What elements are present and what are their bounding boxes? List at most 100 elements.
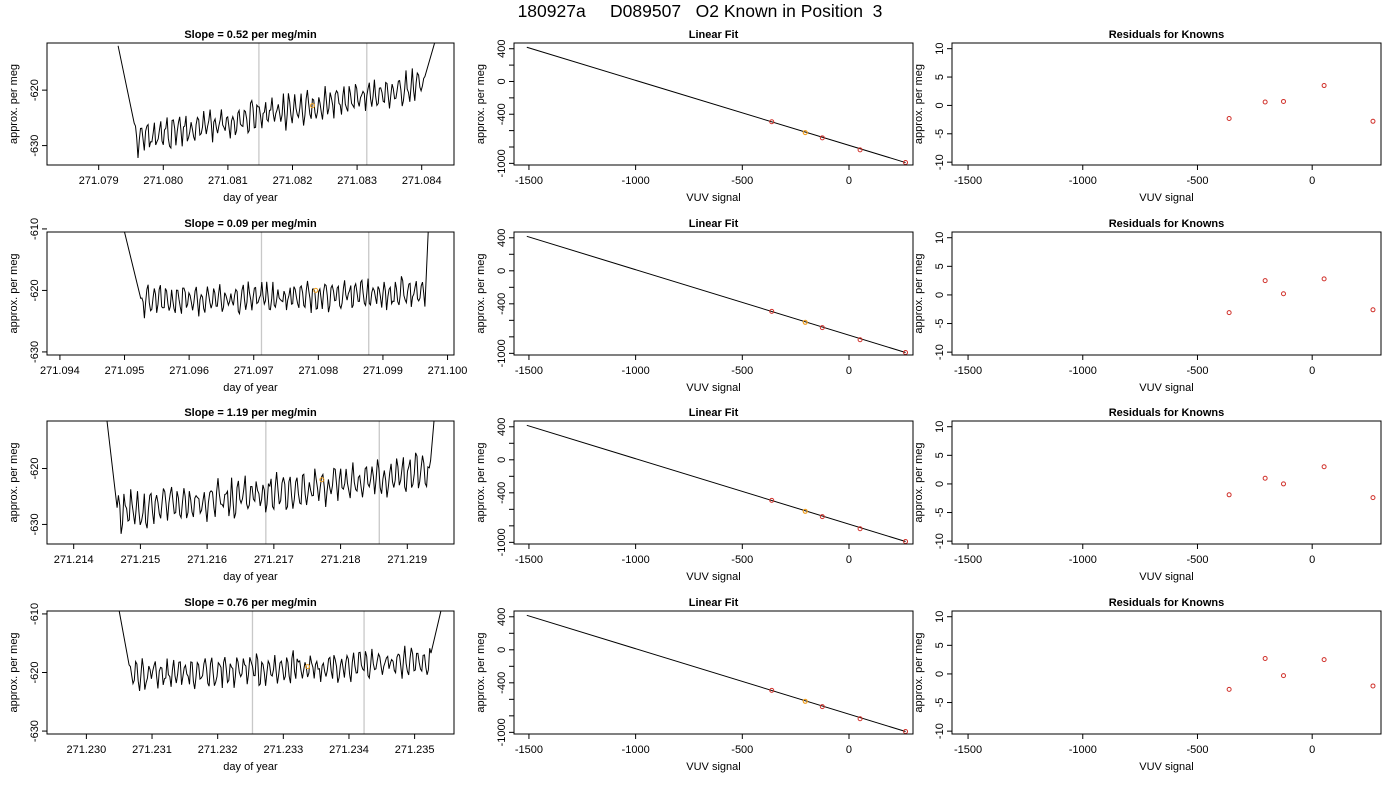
x-tick-label: 271.083 <box>337 175 377 187</box>
data-point <box>857 337 863 343</box>
known-marker <box>310 103 316 109</box>
data-point <box>1370 683 1376 689</box>
y-axis-label: approx. per meg <box>475 64 487 144</box>
plot-frame <box>513 420 914 545</box>
x-tick-label: 271.230 <box>67 744 107 756</box>
x-tick-label: -1500 <box>515 365 543 377</box>
y-tick-label: -5 <box>934 129 946 139</box>
x-axis-label: VUV signal <box>1139 382 1193 394</box>
y-tick-label: -5 <box>934 319 946 329</box>
fit-line <box>526 424 906 543</box>
plot-area <box>526 614 909 734</box>
panel-title: Linear Fit <box>689 29 739 41</box>
data-point <box>819 704 825 710</box>
x-tick-label: -1500 <box>954 744 982 756</box>
x-tick-label: 271.084 <box>402 175 442 187</box>
y-tick-label: 5 <box>934 74 946 80</box>
y-tick-label: -400 <box>496 672 508 694</box>
x-tick-label: 0 <box>1309 554 1315 566</box>
x-axis-label: day of year <box>223 571 278 583</box>
y-tick-label: -10 <box>934 344 946 360</box>
x-tick-label: -1500 <box>515 175 543 187</box>
x-tick-label: 271.098 <box>298 365 338 377</box>
plot-frame <box>46 610 455 735</box>
data-point <box>769 497 775 503</box>
plot-area <box>526 46 909 165</box>
data-point <box>1321 276 1327 282</box>
x-tick-label: 0 <box>1309 365 1315 377</box>
data-point <box>1321 657 1327 663</box>
fit-line <box>526 46 906 164</box>
y-tick-label: -620 <box>29 79 41 101</box>
panel-3-3: Residuals for Knowns -1500 -1000 -500 0 10 5 0 -… <box>913 407 1382 583</box>
data-point <box>1321 464 1327 470</box>
y-axis-label: approx. per meg <box>8 632 20 712</box>
x-tick-label: -1000 <box>1069 175 1097 187</box>
panel-1-2: Linear Fit -1500 -1000 -500 0 400 0 -400 -1000 VU… <box>475 29 914 204</box>
plot-area <box>526 235 909 355</box>
y-tick-label: -400 <box>496 482 508 504</box>
highlight-point <box>802 698 808 704</box>
y-axis-label: approx. per meg <box>8 253 20 333</box>
y-tick-label: -5 <box>934 698 946 708</box>
panel-title: Slope = 0.76 per meg/min <box>184 597 317 609</box>
highlight-point <box>802 129 808 136</box>
x-axis-label: day of year <box>223 382 278 394</box>
y-tick-label: 0 <box>934 671 946 677</box>
x-tick-label: -1500 <box>954 365 982 377</box>
x-tick-label: -500 <box>731 365 753 377</box>
data-point <box>857 716 863 722</box>
data-series-line <box>117 43 436 159</box>
data-point <box>857 147 863 153</box>
data-point <box>819 514 825 520</box>
x-tick-label: 0 <box>846 554 852 566</box>
y-tick-label: 400 <box>496 608 508 626</box>
y-axis-label: approx. per meg <box>475 632 487 712</box>
x-tick-label: -1000 <box>622 554 650 566</box>
x-tick-label: -1000 <box>1069 554 1097 566</box>
data-point <box>1262 655 1268 661</box>
x-tick-label: 0 <box>846 365 852 377</box>
plot-area <box>106 421 435 544</box>
data-point <box>1321 83 1327 89</box>
y-tick-label: -400 <box>496 293 508 315</box>
y-tick-label: -10 <box>934 533 946 549</box>
y-axis-label: approx. per meg <box>913 442 925 522</box>
y-tick-label: -10 <box>934 723 946 739</box>
y-tick-label: 0 <box>934 481 946 487</box>
plot-frame <box>46 420 455 545</box>
y-tick-label: -620 <box>29 458 41 480</box>
x-tick-label: -1000 <box>1069 365 1097 377</box>
y-tick-label: 5 <box>934 452 946 458</box>
panel-title: Linear Fit <box>689 218 739 230</box>
panel-title: Slope = 1.19 per meg/min <box>184 407 317 419</box>
plot-area <box>124 232 429 355</box>
x-tick-label: -1500 <box>954 175 982 187</box>
y-axis-label: approx. per meg <box>475 253 487 333</box>
plot-frame <box>513 231 914 356</box>
panel-1-1: Slope = 0.52 per meg/min 271.079 271.080 27… <box>8 29 455 204</box>
y-axis-label: approx. per meg <box>8 64 20 144</box>
data-point <box>1262 475 1268 481</box>
x-tick-label: -1500 <box>515 554 543 566</box>
known-marker <box>319 477 325 483</box>
plot-area <box>526 424 909 544</box>
y-tick-label: 0 <box>496 457 508 463</box>
y-tick-label: -400 <box>496 103 508 125</box>
data-point <box>1226 115 1232 121</box>
data-series-line <box>106 421 435 534</box>
panel-title: Linear Fit <box>689 597 739 609</box>
x-axis-label: VUV signal <box>686 382 740 394</box>
y-tick-label: 10 <box>934 232 946 244</box>
x-tick-label: 271.099 <box>363 365 403 377</box>
fit-line <box>526 614 906 733</box>
x-axis-label: day of year <box>223 761 278 773</box>
data-series-line <box>124 232 429 319</box>
y-tick-label: 400 <box>496 229 508 247</box>
x-axis-label: VUV signal <box>686 192 740 204</box>
y-tick-label: -1000 <box>496 149 508 177</box>
y-tick-label: -630 <box>29 720 41 742</box>
panel-title: Residuals for Knowns <box>1109 597 1225 609</box>
panel-title: Slope = 0.09 per meg/min <box>184 218 317 230</box>
panel-1-3: Residuals for Knowns -1500 -1000 -500 0 10 5 0 -… <box>913 29 1382 204</box>
